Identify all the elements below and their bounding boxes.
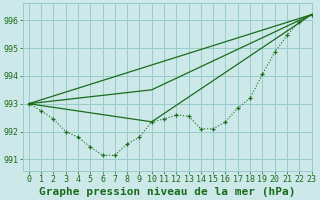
X-axis label: Graphe pression niveau de la mer (hPa): Graphe pression niveau de la mer (hPa)	[39, 186, 295, 197]
